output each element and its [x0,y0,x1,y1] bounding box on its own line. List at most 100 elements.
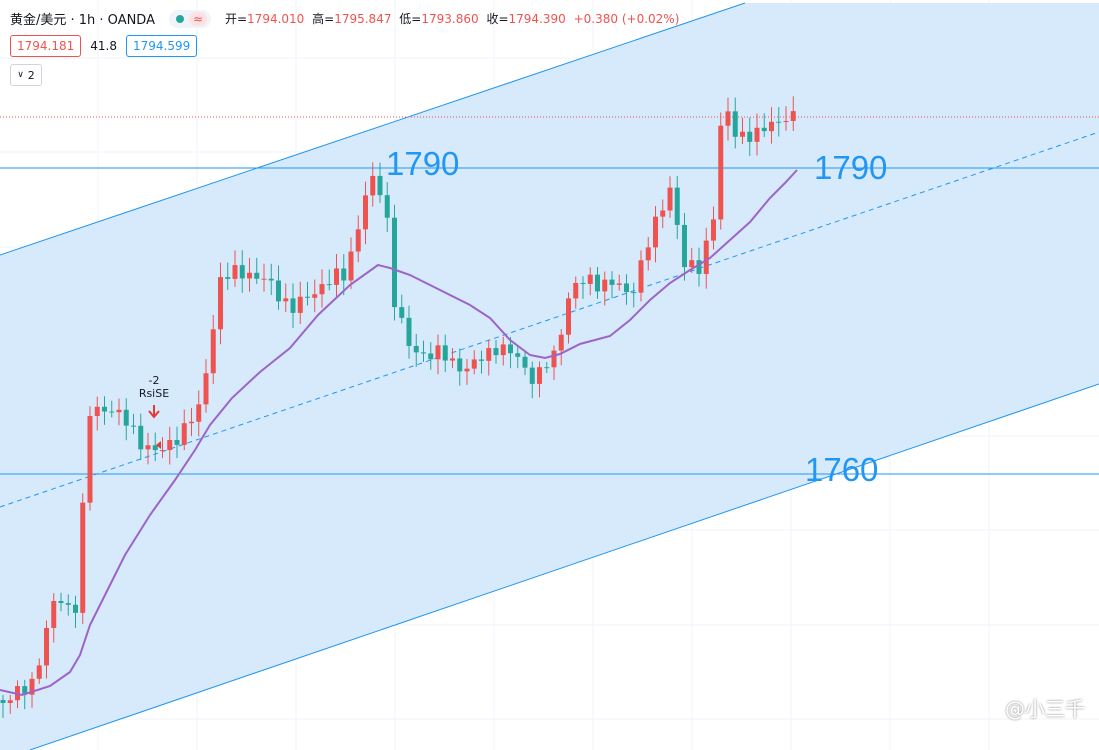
candle-body [232,265,238,279]
spread-value: 41.8 [90,39,117,53]
candle-body [145,445,151,450]
candle-body [732,111,738,137]
candle-body [131,425,136,427]
candle-body [109,411,115,413]
candle-body [660,210,666,217]
rsi-signal-label: -2 RsiSE [138,374,170,400]
regression-channel-fill [0,3,1099,750]
market-open-icon [175,14,184,23]
candle-body [457,358,463,372]
candle-body [348,251,354,281]
ohlc-readout: 开=1794.010 高=1795.847 低=1793.860 收=1794.… [224,12,680,26]
candle-body [334,268,339,285]
candle-body [566,298,571,335]
candle-body [790,111,796,121]
symbol-title[interactable]: 黄金/美元 · 1h · OANDA [10,13,155,28]
candle-body [102,406,107,412]
arrow-down-icon [148,405,160,419]
change-value: +0.380 (+0.02%) [573,12,680,26]
candle-body [653,216,658,248]
candle-body [116,409,122,413]
candle-body [225,277,231,279]
status-pill[interactable]: ≈ [168,9,211,28]
indicator-count: 2 [27,68,35,82]
candle-body [355,229,361,252]
candle-body [718,125,724,220]
candle-body [740,131,745,137]
candle-body [167,439,173,451]
candle-body [450,358,455,361]
candle-body [537,367,542,384]
candle-body [0,700,6,703]
candle-body [551,350,557,368]
candle-body [616,283,622,285]
candle-body [341,268,347,281]
candle-body [587,274,593,284]
candle-body [776,121,782,123]
indicators-collapse-button[interactable]: ∨ 2 [10,64,42,86]
candle-body [508,344,513,354]
candle-body [486,348,492,361]
level-label-1790-right: 1790 [814,149,888,186]
buy-button[interactable]: 1794.599 [125,35,198,57]
signal-marker [148,405,161,449]
candle-body [44,627,49,666]
candle-body [384,195,390,218]
candle-body [602,279,608,292]
channel-lower-line[interactable] [29,383,1099,750]
candle-body [189,421,194,424]
chart-header: 黄金/美元 · 1h · OANDA ≈ 开=1794.010 高=1795.8… [10,9,683,28]
candle-body [210,329,216,374]
candle-body [239,265,245,279]
candle-body [123,409,129,426]
candle-body [370,175,376,196]
candle-body [406,317,412,346]
open-value: 1794.010 [247,12,305,26]
candle-body [363,195,368,230]
candle-body [268,278,274,281]
candle-body [667,187,673,211]
candle-body [261,278,267,280]
candle-body [80,502,86,613]
candle-body [22,686,28,695]
candle-body [51,601,57,628]
candle-body [674,187,680,225]
low-value: 1793.860 [421,12,479,26]
candle-body [160,450,165,452]
candle-body [392,217,397,308]
candle-body [442,345,448,361]
sell-button[interactable]: 1794.181 [10,35,82,57]
candle-body [276,280,281,302]
candle-body [174,439,180,445]
candle-body [500,344,506,356]
candle-body [377,175,383,196]
candle-body [36,665,42,679]
channel-upper-line[interactable] [0,2,746,256]
candle-body [711,219,716,241]
candle-body [58,601,64,604]
candle-body [645,247,651,261]
candle-body [769,121,774,132]
candle-body [783,120,789,122]
arrow-left-icon [156,441,161,449]
candle-body [638,260,644,293]
candle-body [515,353,521,357]
candle-body [152,445,158,451]
candle-body [326,284,332,286]
candle-body [312,294,318,298]
candlestick-series [0,96,796,718]
candle-body [65,603,71,605]
candle-body [428,353,434,360]
candle-body [703,240,709,274]
candle-body [479,359,484,361]
candle-body [493,348,499,356]
candle-body [747,131,753,142]
close-value: 1794.390 [508,12,566,26]
level-label-1790-left: 1790 [386,145,460,182]
watermark: @小三千 [1005,697,1085,721]
candle-body [609,279,615,285]
candle-body [87,416,93,503]
candle-body [631,292,637,294]
candle-body [7,700,13,703]
